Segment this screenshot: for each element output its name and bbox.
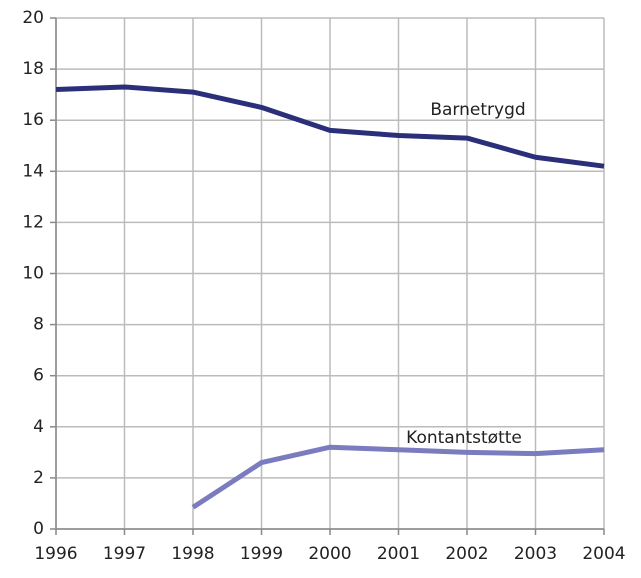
x-tick-label: 2000: [308, 544, 351, 564]
x-tick-label: 1996: [34, 544, 77, 564]
y-tick-label: 8: [33, 315, 44, 335]
x-tick-label: 1998: [171, 544, 214, 564]
y-tick-label: 6: [33, 366, 44, 386]
y-tick-label: 12: [22, 212, 44, 232]
y-tick-label: 0: [33, 519, 44, 539]
x-tick-label: 2003: [514, 544, 557, 564]
y-tick-label: 20: [22, 8, 44, 28]
x-tick-label: 1997: [103, 544, 146, 564]
series-label: Kontantstøtte: [406, 428, 522, 448]
x-tick-label: 2004: [582, 544, 625, 564]
y-tick-label: 14: [22, 161, 44, 181]
y-tick-label: 4: [33, 417, 44, 437]
series-line: [191, 444, 605, 510]
x-tick-label: 2001: [377, 544, 420, 564]
y-tick-label: 18: [22, 59, 44, 79]
series-line: [55, 84, 605, 169]
y-tick-label: 2: [33, 468, 44, 488]
x-tick-label: 2002: [445, 544, 488, 564]
y-tick-label: 10: [22, 264, 44, 284]
x-tick-label: 1999: [240, 544, 283, 564]
series-label: Barnetrygd: [430, 100, 525, 120]
y-tick-label: 16: [22, 110, 44, 130]
